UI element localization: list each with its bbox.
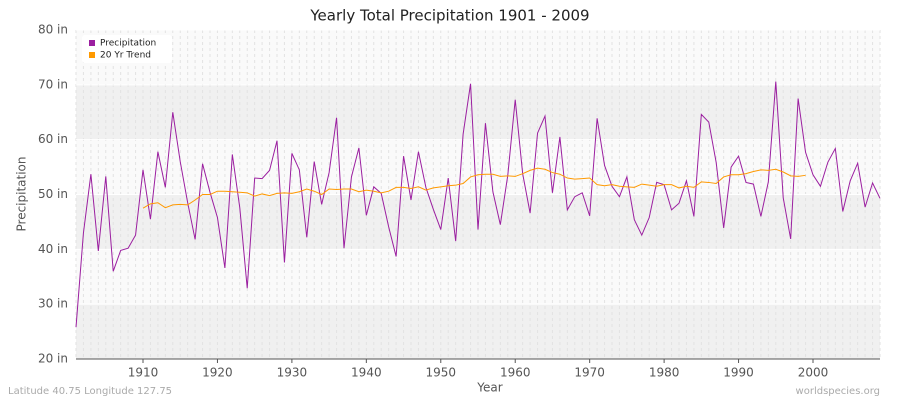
data-line — [75, 81, 881, 328]
footer-location: Latitude 40.75 Longitude 127.75 — [8, 386, 172, 397]
x-tick-label: 1940 — [351, 366, 382, 380]
x-tick-label: 1980 — [649, 366, 680, 380]
y-tick-label: 20 in — [38, 352, 68, 366]
footer-source: worldspecies.org — [796, 386, 880, 397]
legend-label: Precipitation — [100, 39, 156, 49]
data-line — [142, 167, 806, 209]
y-tick-label: 60 in — [38, 132, 68, 146]
x-axis-label: Year — [476, 381, 502, 395]
y-tick-label: 50 in — [38, 187, 68, 201]
legend-label: 20 Yr Trend — [100, 51, 151, 61]
legend-box — [82, 35, 172, 63]
y-tick-label: 30 in — [38, 297, 68, 311]
y-tick-label: 70 in — [38, 77, 68, 91]
y-tick-label: 40 in — [38, 242, 68, 256]
y-tick-label: 80 in — [38, 23, 68, 37]
x-tick-label: 1920 — [202, 366, 233, 380]
x-tick-label: 1930 — [277, 366, 308, 380]
chart-title: Yearly Total Precipitation 1901 - 2009 — [309, 7, 589, 25]
y-axis-label: Precipitation — [15, 156, 29, 231]
x-tick-label: 1990 — [723, 366, 754, 380]
legend-swatch — [89, 40, 95, 46]
x-tick-label: 1950 — [426, 366, 457, 380]
x-tick-label: 1970 — [574, 366, 605, 380]
x-tick-label: 1910 — [128, 366, 159, 380]
legend-swatch — [89, 52, 95, 58]
x-tick-label: 2000 — [798, 366, 829, 380]
x-tick-label: 1960 — [500, 366, 531, 380]
plot-band — [76, 84, 880, 140]
